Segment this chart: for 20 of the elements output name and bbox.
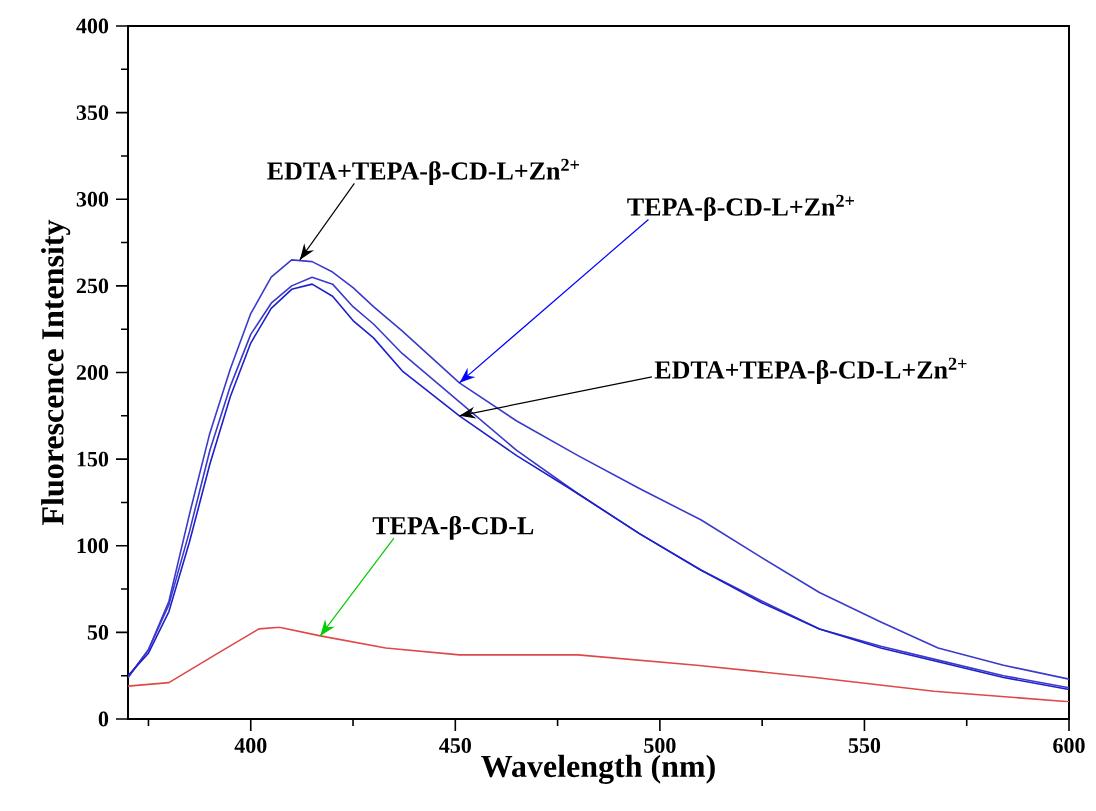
x-tick-label: 400 (234, 738, 267, 753)
y-tick-label: 50 (87, 624, 109, 640)
x-tick-label: 450 (439, 738, 471, 753)
y-tick-label: 400 (76, 18, 109, 34)
y-tick-label: 350 (76, 105, 109, 121)
y-tick-label: 300 (76, 191, 109, 207)
y-tick-label: 0 (98, 711, 109, 727)
annotation: TEPA-β-CD-L+Zn$^{2+}$ (627, 194, 854, 222)
annotation: TEPA-β-CD-L (372, 515, 534, 540)
y-axis-title: Fluorescence Intensity (41, 219, 71, 525)
y-tick-label: 100 (77, 538, 109, 554)
y-tick-label: 200 (76, 365, 109, 380)
y-tick-label: 150 (77, 451, 109, 467)
y-tick-label: 250 (76, 278, 109, 294)
x-axis-title: Wavelength (nm) (481, 754, 715, 784)
annotation: EDTA+TEPA-β-CD-L+Zn$^{2+}$ (654, 357, 967, 384)
annotation: EDTA+TEPA-β-CD-L+Zn$^{2+}$ (267, 158, 579, 186)
x-tick-label: 550 (848, 738, 881, 753)
x-tick-label: 600 (1053, 738, 1085, 753)
x-tick-label: 500 (644, 738, 676, 753)
